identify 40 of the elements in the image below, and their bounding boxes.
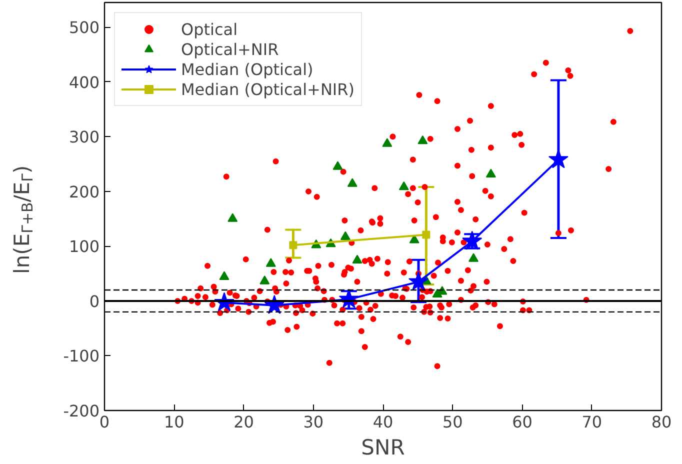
y-tick-label: -100 (63, 346, 100, 366)
y-tick-label: 100 (68, 237, 100, 256)
legend-label: Median (Optical) (181, 59, 314, 79)
x-tick-label: 40 (372, 412, 394, 432)
x-tick-label: 50 (442, 412, 463, 432)
x-axis-title: SNR (361, 436, 405, 460)
x-tick-label: 20 (234, 412, 254, 432)
point (422, 230, 430, 239)
y-tick-label: 200 (68, 182, 100, 202)
legend-label: Optical (181, 19, 238, 39)
point (409, 234, 420, 244)
point (382, 138, 392, 147)
point (352, 254, 362, 264)
x-tick-label: 30 (303, 412, 324, 432)
point (398, 181, 409, 190)
point (340, 231, 350, 240)
y-tick-label: -200 (63, 402, 100, 420)
legend-label: Optical+NIR (181, 39, 279, 59)
point (468, 253, 479, 262)
point (486, 168, 496, 178)
y-tick-label: 0 (89, 292, 100, 311)
y-tick-label: 500 (68, 18, 100, 38)
point (289, 241, 298, 250)
point (347, 178, 358, 187)
point (548, 149, 568, 168)
point (260, 276, 270, 284)
point (418, 135, 428, 144)
point (264, 294, 284, 314)
legend-label: Median (Optical+NIR) (181, 79, 354, 99)
x-tick-label: 10 (164, 412, 184, 432)
point (332, 161, 343, 170)
point (408, 271, 429, 290)
x-tick-label: 60 (512, 412, 532, 432)
point (228, 213, 238, 222)
x-tick-label: 70 (582, 412, 602, 432)
point (266, 258, 276, 267)
y-tick-label: 400 (68, 72, 100, 92)
x-tick-label: 80 (651, 412, 672, 432)
point (219, 271, 230, 280)
y-tick-label: 300 (68, 128, 100, 147)
